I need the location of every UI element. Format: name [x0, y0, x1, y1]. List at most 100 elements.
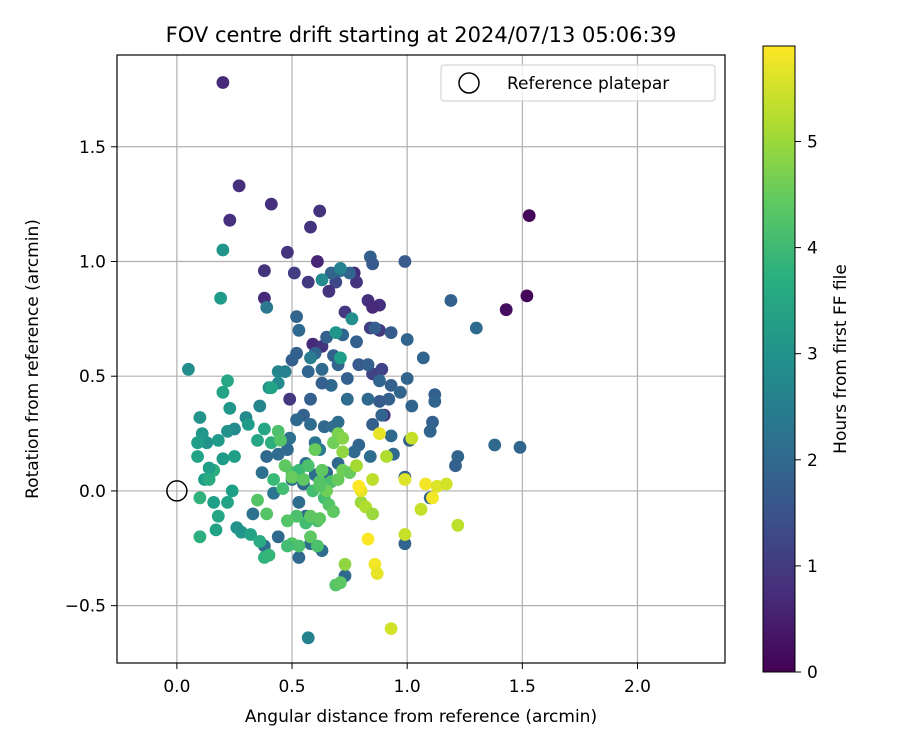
scatter-point	[262, 548, 276, 562]
scatter-point	[230, 521, 244, 534]
scatter-point	[334, 576, 347, 590]
scatter-point	[380, 450, 393, 463]
scatter-point	[191, 436, 205, 450]
colorbar-label: Hours from first FF file	[831, 264, 851, 454]
scatter-point	[350, 459, 363, 473]
scatter-point	[313, 479, 327, 493]
scatter-point	[290, 413, 303, 427]
scatter-point	[251, 434, 264, 447]
legend-entry-label: Reference platepar	[507, 74, 669, 94]
scatter-point	[292, 551, 306, 564]
scatter-point	[366, 257, 379, 271]
scatter-point	[469, 321, 483, 335]
scatter-point	[334, 262, 347, 275]
scatter-point	[285, 353, 299, 367]
scatter-point	[216, 76, 230, 89]
x-axis-label: Angular distance from reference (arcmin)	[245, 707, 597, 727]
scatter-point	[414, 502, 428, 516]
scatter-point	[304, 392, 317, 406]
scatter-point	[522, 209, 536, 223]
scatter-point	[426, 491, 439, 505]
x-tick-label: 2.0	[624, 677, 651, 697]
scatter-point	[304, 418, 317, 431]
scatter-point	[317, 420, 331, 434]
scatter-point	[304, 351, 317, 365]
scatter-point	[451, 518, 465, 532]
plot-frame	[116, 54, 726, 664]
scatter-point	[251, 493, 264, 507]
scatter-point	[423, 424, 437, 438]
scatter-point	[366, 301, 379, 314]
scatter-point	[398, 473, 412, 486]
scatter-point	[191, 450, 205, 463]
scatter-point	[315, 273, 329, 287]
scatter-point	[419, 477, 432, 491]
x-tick-label: 1.5	[509, 677, 536, 697]
scatter-point	[182, 362, 195, 376]
scatter-point	[449, 459, 462, 473]
scatter-point	[373, 427, 386, 440]
colorbar: 0 1 2 3 4 5 Hours from first FF file	[762, 45, 851, 683]
scatter-point	[271, 447, 285, 461]
scatter-point	[350, 335, 363, 349]
scatter-point	[292, 539, 306, 553]
scatter-point	[267, 473, 280, 486]
scatter-point	[428, 395, 442, 408]
scatter-point	[304, 220, 317, 234]
scatter-point	[211, 434, 225, 447]
scatter-point	[368, 321, 382, 335]
scatter-point	[373, 374, 386, 388]
scatter-point	[281, 245, 294, 259]
scatter-point	[202, 461, 216, 475]
colorbar-tick-label: 5	[807, 132, 818, 152]
scatter-point	[315, 362, 329, 376]
scatter-point	[281, 514, 294, 528]
scatter-point	[322, 284, 336, 298]
scatter-point	[278, 459, 292, 473]
scatter-point	[193, 411, 207, 424]
scatter-point	[363, 450, 377, 463]
scatter-point	[221, 424, 234, 438]
scatter-point	[336, 445, 350, 459]
scatter-point	[416, 351, 430, 365]
scatter-point	[260, 450, 274, 463]
reference-marker-layer	[166, 480, 188, 502]
scatter-point	[216, 385, 230, 399]
scatter-point	[384, 326, 398, 339]
scatter-point	[246, 507, 260, 521]
scatter-point	[361, 392, 375, 406]
scatter-point	[313, 512, 327, 525]
scatter-point	[384, 622, 398, 635]
x-tick-label: 1.0	[394, 677, 421, 697]
scatter-point	[301, 459, 315, 473]
scatter-point	[308, 443, 322, 456]
scatter-point	[405, 431, 419, 445]
colorbar-tick-label: 0	[807, 663, 818, 683]
chart-title: FOV centre drift starting at 2024/07/13 …	[166, 23, 677, 47]
scatter-point	[211, 509, 225, 523]
scatter-point	[384, 379, 398, 392]
scatter-point	[276, 482, 290, 495]
scatter-point	[209, 523, 223, 537]
scatter-point	[315, 463, 329, 477]
scatter-points	[182, 76, 536, 645]
colorbar-ticks: 0 1 2 3 4 5	[795, 132, 818, 683]
scatter-point	[283, 392, 297, 406]
grid	[117, 55, 725, 663]
scatter-point	[193, 491, 207, 505]
scatter-point	[223, 213, 237, 227]
y-tick-label: 1.0	[79, 252, 106, 272]
scatter-point	[202, 473, 216, 486]
colorbar-tick-label: 1	[807, 557, 818, 577]
scatter-point	[253, 399, 267, 413]
scatter-point	[271, 530, 285, 544]
scatter-point	[340, 372, 354, 385]
scatter-point	[264, 197, 278, 211]
scatter-point	[255, 466, 269, 479]
scatter-point	[352, 479, 366, 493]
scatter-point	[315, 376, 329, 390]
scatter-point	[264, 381, 278, 395]
scatter-point	[297, 473, 310, 486]
scatter-point	[313, 204, 327, 218]
scatter-point	[345, 312, 359, 326]
